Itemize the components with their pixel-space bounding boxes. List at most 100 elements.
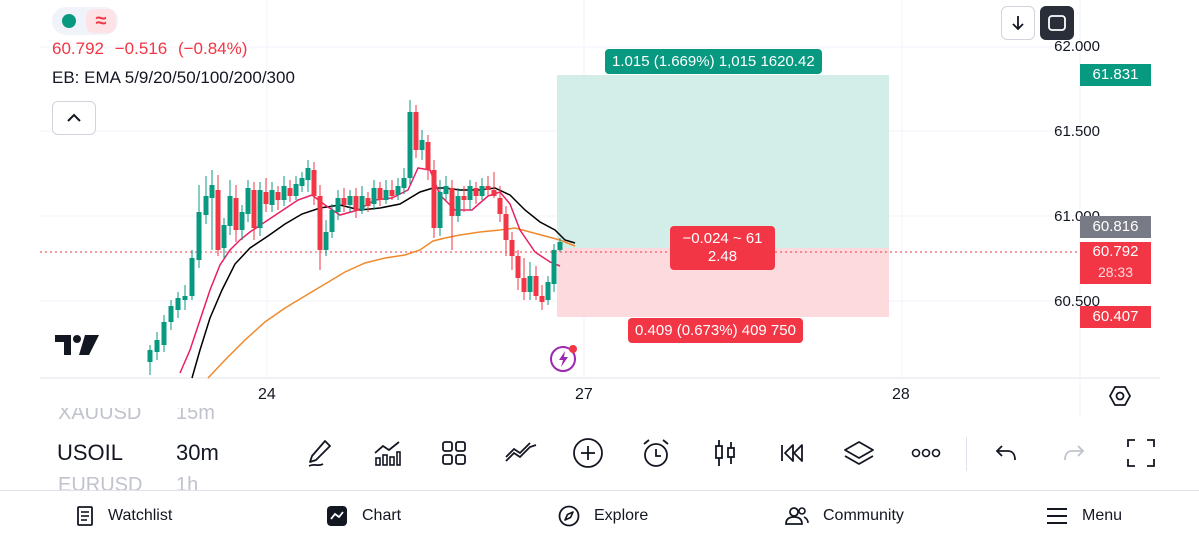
strategy-button[interactable] bbox=[504, 436, 538, 470]
candle-body bbox=[215, 190, 221, 250]
collapse-legend-button[interactable] bbox=[52, 101, 96, 135]
time-axis-label: 27 bbox=[575, 386, 593, 403]
candle-body bbox=[491, 190, 497, 196]
last-price: 60.792 bbox=[52, 39, 104, 58]
candle-body bbox=[168, 306, 174, 322]
candle-body bbox=[437, 192, 443, 228]
add-button[interactable] bbox=[571, 436, 605, 470]
bottom-navigation: Watchlist Chart Explore Community bbox=[0, 490, 1199, 540]
pencil-icon bbox=[308, 440, 331, 467]
watchlist-next-item[interactable]: EURUSD 1h bbox=[58, 474, 198, 490]
layouts-button[interactable] bbox=[437, 436, 471, 470]
nav-menu[interactable]: Menu bbox=[1046, 491, 1122, 540]
nav-explore-label: Explore bbox=[594, 507, 649, 524]
scroll-to-latest-button[interactable] bbox=[1001, 6, 1035, 40]
candle-body bbox=[365, 198, 371, 206]
candle-body bbox=[353, 196, 359, 210]
current-interval[interactable]: 30m bbox=[176, 440, 219, 465]
nav-watchlist-label: Watchlist bbox=[108, 507, 173, 524]
candle-body bbox=[533, 276, 539, 296]
lightning-alert-icon[interactable] bbox=[548, 343, 580, 375]
candle-body bbox=[479, 186, 485, 196]
candle-body bbox=[227, 196, 233, 226]
candle-body bbox=[305, 168, 311, 180]
candle-body bbox=[263, 192, 269, 204]
more-button[interactable] bbox=[909, 436, 943, 470]
nav-explore[interactable]: Explore bbox=[558, 491, 648, 540]
ema-mid-line bbox=[191, 187, 576, 379]
chart-canvas[interactable] bbox=[40, 0, 1160, 416]
candle-body bbox=[323, 232, 329, 250]
prev-symbol: XAUUSD bbox=[58, 408, 142, 424]
candle-body bbox=[425, 142, 431, 170]
chevron-up-icon bbox=[67, 113, 81, 122]
indicator-legend[interactable]: EB: EMA 5/9/20/50/100/200/300 bbox=[52, 68, 295, 87]
nav-watchlist[interactable]: Watchlist bbox=[76, 491, 172, 540]
alert-button[interactable] bbox=[639, 436, 673, 470]
more-icon bbox=[911, 448, 941, 458]
fullscreen-icon bbox=[1127, 439, 1155, 467]
fullscreen-button[interactable] bbox=[1124, 436, 1158, 470]
price-axis-label: 62.000 bbox=[1054, 38, 1100, 55]
undo-button[interactable] bbox=[989, 436, 1023, 470]
position-stats-label[interactable]: −0.024 ~ 61 2.48 bbox=[670, 226, 775, 270]
candle-body bbox=[527, 276, 533, 292]
candle-body bbox=[503, 214, 509, 240]
candle-body bbox=[539, 296, 545, 302]
risk-reward: 2.48 bbox=[707, 248, 738, 265]
fullscreen-frame-icon bbox=[1048, 15, 1066, 31]
candle-body bbox=[317, 196, 323, 250]
nav-chart-label: Chart bbox=[362, 507, 402, 524]
profit-zone bbox=[557, 75, 889, 248]
chart-area[interactable]: ≈ 60.792 −0.516 (−0.84%) EB: EMA 5/9/20/… bbox=[40, 0, 1160, 416]
candle-body bbox=[287, 188, 293, 196]
chart-settings-icon[interactable] bbox=[1108, 384, 1132, 408]
next-interval: 1h bbox=[176, 474, 199, 490]
object-tree-button[interactable] bbox=[842, 436, 876, 470]
price-axis-label: 60.500 bbox=[1054, 293, 1100, 310]
candle-body bbox=[269, 190, 275, 205]
entry-price-tag: 60.816 bbox=[1080, 216, 1151, 238]
grid-icon bbox=[442, 441, 466, 465]
next-symbol: EURUSD bbox=[58, 474, 143, 490]
candle-body bbox=[455, 196, 461, 216]
nav-menu-label: Menu bbox=[1082, 507, 1123, 524]
candle-body bbox=[154, 340, 160, 352]
ema-slow-line bbox=[207, 227, 576, 379]
indicators-button[interactable] bbox=[370, 436, 404, 470]
candle-body bbox=[515, 256, 521, 278]
wave-icon: ≈ bbox=[86, 9, 116, 33]
arrow-down-icon bbox=[1012, 16, 1024, 31]
candle-body bbox=[389, 190, 395, 196]
add-icon bbox=[573, 438, 603, 468]
candle-body bbox=[257, 190, 263, 228]
time-axis-label: 28 bbox=[892, 386, 910, 403]
candle-body bbox=[189, 258, 195, 296]
nav-chart[interactable]: Chart bbox=[326, 491, 401, 540]
candle-body bbox=[341, 198, 347, 205]
candle-body bbox=[275, 192, 281, 200]
drawing-tools-button[interactable] bbox=[303, 436, 337, 470]
tradingview-logo-icon bbox=[55, 335, 99, 355]
watchlist-icon bbox=[77, 506, 93, 526]
watchlist-prev-item[interactable]: XAUUSD 15m bbox=[58, 408, 215, 426]
redo-button[interactable] bbox=[1057, 436, 1091, 470]
candle-body bbox=[545, 282, 551, 300]
profit-label[interactable]: 1.015 (1.669%) 1,015 1620.42 bbox=[605, 49, 822, 74]
nav-community[interactable]: Community bbox=[785, 491, 904, 540]
candle-body bbox=[335, 198, 341, 212]
autoscale-button[interactable] bbox=[1040, 6, 1074, 40]
candle-body bbox=[467, 186, 473, 200]
candle-body bbox=[509, 240, 515, 256]
redo-icon bbox=[1064, 445, 1085, 461]
replay-button[interactable] bbox=[775, 436, 809, 470]
candle-body bbox=[147, 350, 153, 362]
loss-label[interactable]: 0.409 (0.673%) 409 750 bbox=[628, 318, 803, 343]
price-summary: 60.792 −0.516 (−0.84%) bbox=[52, 39, 253, 59]
current-symbol[interactable]: USOIL bbox=[57, 440, 124, 465]
market-status-pill[interactable]: ≈ bbox=[52, 7, 118, 35]
chart-type-button[interactable] bbox=[708, 436, 742, 470]
candle-body bbox=[461, 196, 467, 200]
candle-body bbox=[182, 296, 188, 300]
candle-body bbox=[401, 178, 407, 188]
